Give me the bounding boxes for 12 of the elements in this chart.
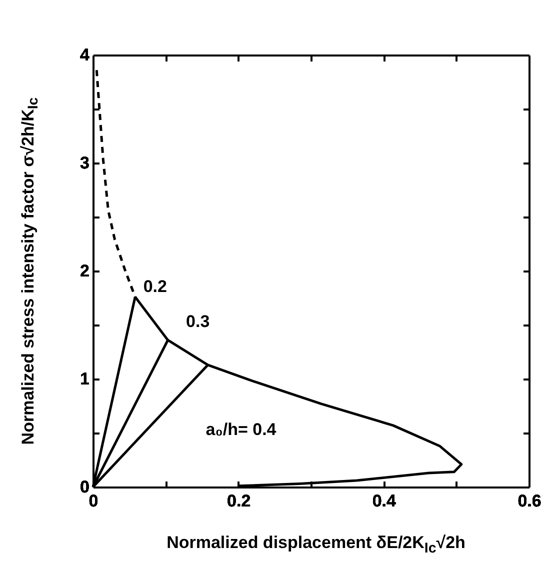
y-tick-label: 3 — [80, 154, 90, 172]
x-axis-title: Normalized displacement δE/2K$_{Ic}$√2h — [166, 533, 466, 556]
y-tick-label: 4 — [80, 46, 90, 64]
annotation: 0.3 — [186, 312, 210, 332]
annotation: 0.2 — [143, 276, 167, 296]
x-tick-label: 0.4 — [372, 492, 397, 510]
annotation: a₀/h= 0.4 — [206, 420, 277, 439]
y-tick-label: 2 — [80, 262, 90, 280]
x-tick-label: 0.2 — [227, 492, 251, 510]
y-tick-label: 1 — [80, 370, 90, 388]
y-tick-label: 0 — [80, 478, 90, 496]
x-tick-label: 0.6 — [518, 492, 542, 510]
